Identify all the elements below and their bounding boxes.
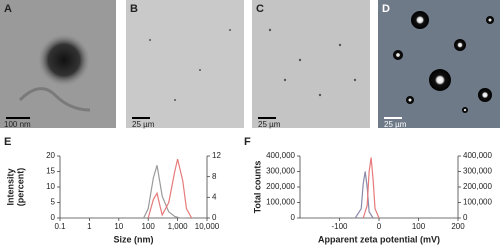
y-tick-label: 0: [51, 213, 56, 222]
y-tick-label: 400,000: [266, 151, 295, 160]
scale-bar-label: 25 µm: [132, 120, 155, 129]
x-axis-label: Apparent zeta potential (mV): [318, 234, 440, 244]
y2-tick-label: 400,000: [463, 151, 492, 160]
y-tick-label: 200,000: [266, 182, 295, 191]
micrograph-a: [0, 0, 116, 128]
y2-tick-label: 200,000: [463, 182, 492, 191]
panel-label: D: [382, 3, 390, 15]
y-tick-label: 5: [51, 198, 56, 207]
panel-label: C: [256, 3, 264, 15]
panel-label: B: [130, 3, 138, 15]
x-tick-label: 100: [142, 222, 156, 231]
x-tick-label: 1,000: [168, 222, 189, 231]
y-axis-label: Total counts: [252, 161, 262, 214]
x-tick-label: 0.1: [54, 222, 66, 231]
y-tick-label: 300,000: [266, 167, 295, 176]
y2-tick-label: 8: [212, 172, 217, 181]
x-tick-label: 10: [114, 222, 123, 231]
x-tick-label: 200: [451, 222, 465, 231]
y-tick-label: 0: [291, 213, 296, 222]
scale-bar-label: 25 µm: [258, 120, 281, 129]
y-tick-label: 20: [46, 151, 55, 160]
y2-tick-label: 4: [212, 192, 217, 201]
y-tick-label: 10: [46, 182, 55, 191]
scale-bar-label: 100 nm: [4, 120, 31, 129]
data-line: [143, 165, 187, 219]
y-axis-label: Intensity: [5, 168, 15, 205]
panel-label: A: [4, 3, 12, 15]
y2-tick-label: 100,000: [463, 198, 492, 207]
data-line: [354, 171, 374, 219]
y2-tick-label: 300,000: [463, 167, 492, 176]
panel-label: E: [4, 136, 11, 148]
y2-tick-label: 0: [212, 213, 217, 222]
micrograph-d: [378, 0, 500, 128]
y-tick-label: 15: [46, 167, 55, 176]
x-axis-label: Size (nm): [113, 234, 153, 244]
data-line: [362, 157, 380, 219]
y-tick-label: 100,000: [266, 198, 295, 207]
x-tick-label: 1: [87, 222, 92, 231]
x-tick-label: 0: [377, 222, 382, 231]
scale-bar-label: 25 µm: [384, 120, 407, 129]
micrograph-b: [126, 0, 244, 128]
x-tick-label: 100: [412, 222, 426, 231]
x-tick-label: -100: [331, 222, 348, 231]
micrograph-c: [252, 0, 370, 128]
y-axis-label: (percent): [15, 168, 25, 207]
y2-tick-label: 0: [463, 213, 468, 222]
y2-tick-label: 12: [212, 151, 221, 160]
panel-label: F: [244, 136, 251, 148]
x-tick-label: 10,000: [195, 222, 220, 231]
data-line: [147, 158, 193, 219]
